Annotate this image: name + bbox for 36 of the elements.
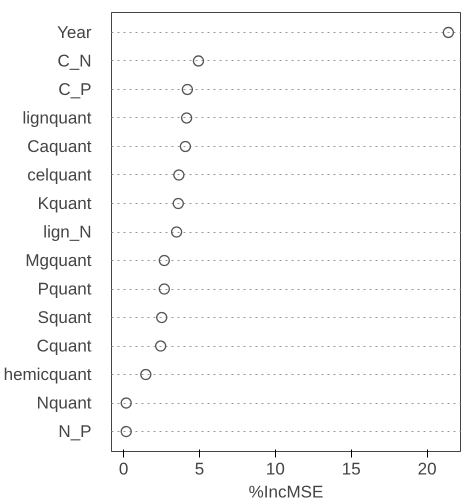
point (442, 26, 454, 38)
point (140, 368, 152, 380)
point (180, 112, 192, 124)
x-axis-title: %IncMSE (248, 482, 324, 502)
x-tick-label: 5 (194, 460, 204, 478)
y-tick-label: Mgquant (25, 251, 92, 270)
y-tick-label: Cquant (36, 336, 92, 356)
y-tick-label: C_P (58, 80, 92, 99)
x-tick-label: 15 (342, 460, 361, 478)
x-tick-label: 20 (418, 460, 437, 478)
point (156, 312, 168, 324)
point (170, 226, 182, 238)
y-tick-label: Pquant (38, 280, 92, 299)
y-tick-label: lign_N (43, 222, 92, 242)
y-tick-label: lignquant (22, 108, 92, 128)
y-tick-label: Caquant (27, 136, 92, 156)
y-tick-label: Nquant (36, 394, 92, 413)
point (180, 140, 192, 152)
point (158, 254, 170, 266)
x-tick-label: 10 (266, 460, 285, 478)
point (155, 340, 166, 352)
point (172, 198, 184, 210)
x-tick-label: 0 (118, 460, 128, 478)
y-tick-label: celquant (27, 165, 92, 184)
point (192, 55, 204, 67)
point (120, 397, 132, 409)
point (173, 169, 185, 181)
y-tick-label: C_N (57, 51, 92, 70)
point (182, 84, 194, 96)
point (158, 283, 170, 295)
y-tick-label: N_P (58, 422, 92, 442)
point (120, 426, 132, 438)
y-tick-label: Year (57, 22, 92, 42)
y-tick-label: Kquant (38, 194, 92, 213)
y-tick-label: hemicquant (4, 365, 92, 384)
y-tick-label: Squant (38, 308, 92, 328)
